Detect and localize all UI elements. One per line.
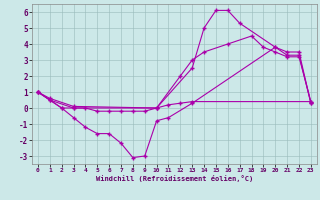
X-axis label: Windchill (Refroidissement éolien,°C): Windchill (Refroidissement éolien,°C)	[96, 175, 253, 182]
